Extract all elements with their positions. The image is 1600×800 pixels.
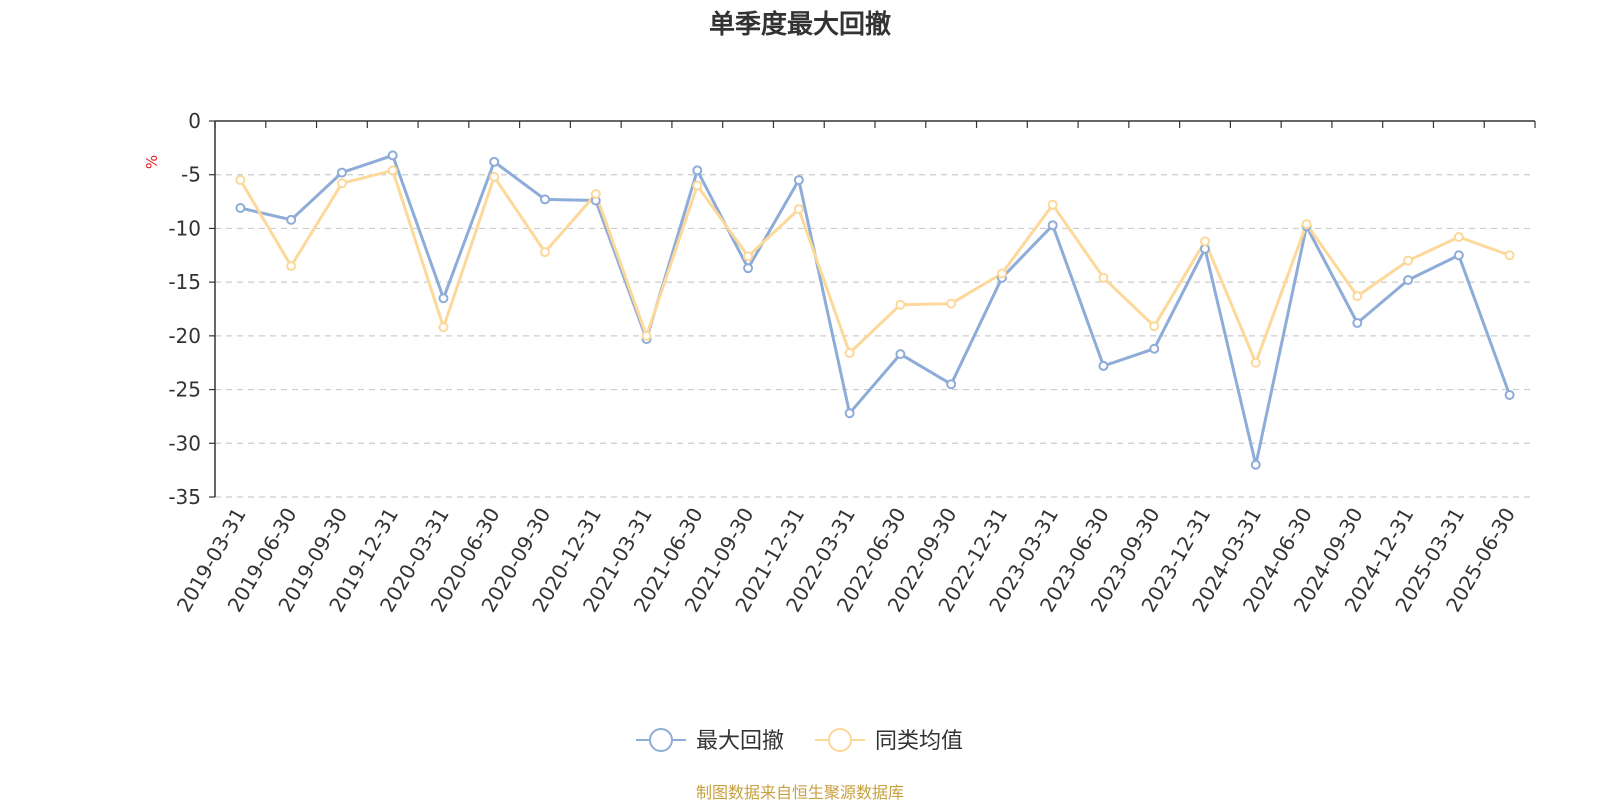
series-2-point: [1403, 255, 1414, 266]
legend: 最大回撤 同类均值: [636, 728, 963, 754]
y-tick-label: -10: [168, 216, 201, 240]
series-2-point: [387, 165, 398, 176]
y-tick-label: -25: [168, 378, 201, 402]
series-1-point: [844, 408, 855, 419]
series-2-point: [996, 268, 1007, 279]
series-2-point: [336, 178, 347, 189]
legend-label: 最大回撤: [696, 729, 784, 754]
source-note: 制图数据来自恒生聚源数据库: [696, 783, 904, 800]
series-2-point: [946, 298, 957, 309]
series-2-point: [844, 348, 855, 359]
chart-title: 单季度最大回撤: [709, 9, 891, 40]
series-line-2: [239, 168, 1511, 365]
series-2-point: [1098, 272, 1109, 283]
y-tick-label: -20: [168, 324, 201, 348]
series-2-point: [438, 322, 449, 333]
series-1-point: [692, 165, 703, 176]
series-2-point: [793, 204, 804, 215]
series-1-point: [1250, 459, 1261, 470]
y-tick-label: -35: [168, 485, 201, 509]
series-1-point: [1403, 274, 1414, 285]
y-tick-label: -5: [181, 163, 201, 187]
series-line-1: [240, 153, 1512, 467]
series-2-point: [590, 189, 601, 200]
series-1-point: [387, 150, 398, 161]
series-2-point: [1047, 199, 1058, 210]
series-1-point: [286, 214, 297, 225]
series-1-point: [895, 349, 906, 360]
series-1-point: [1047, 220, 1058, 231]
series-2-point: [540, 247, 550, 258]
series-2-point: [692, 180, 703, 191]
legend-marker: [828, 728, 852, 752]
series-1-point: [489, 156, 500, 167]
series-2-point: [1352, 291, 1363, 302]
series-1-point: [743, 263, 754, 274]
series-2-point: [1250, 357, 1261, 368]
series-2-point: [1200, 236, 1210, 247]
series-2-point: [286, 261, 297, 272]
series-1-point: [1352, 317, 1363, 328]
y-tick-label: 0: [188, 109, 201, 133]
series-1-point: [438, 293, 449, 304]
series-2-point: [1453, 232, 1464, 243]
series-1-point: [1453, 250, 1464, 261]
series-2-point: [641, 330, 652, 341]
series-1-point: [793, 175, 804, 186]
series-2-point: [1149, 321, 1160, 332]
series-1-point: [946, 379, 957, 390]
series-1-point: [540, 194, 550, 205]
series-2-point: [895, 299, 906, 310]
series-1-point: [1098, 360, 1109, 371]
series-2-point: [489, 171, 500, 182]
series-1-point: [336, 167, 347, 178]
series-2-point: [1301, 219, 1312, 230]
legend-marker: [649, 728, 673, 752]
series-2-point: [235, 175, 246, 186]
series-1-point: [1149, 343, 1160, 354]
y-axis-label: %: [143, 155, 161, 169]
series-2-point: [743, 251, 754, 262]
series-1-point: [1504, 389, 1515, 400]
y-tick-label: -15: [168, 270, 201, 294]
y-tick-label: -30: [168, 431, 201, 455]
plot-area: 0-5-10-15-20-25-30-352019-03-312019-06-3…: [168, 109, 1536, 616]
series-1-point: [235, 203, 246, 214]
legend-label: 同类均值: [875, 729, 963, 754]
series-2-point: [1504, 250, 1515, 261]
